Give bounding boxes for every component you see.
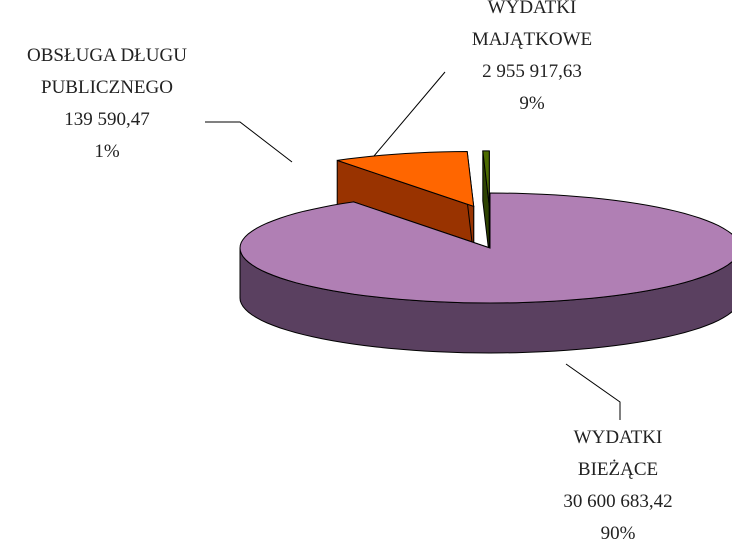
slice — [239, 192, 732, 304]
slice-name: WYDATKI MAJĄTKOWE — [471, 0, 593, 50]
slice-name: WYDATKI BIEŻĄCE — [573, 427, 663, 480]
slice-value: 2 955 917,63 — [482, 61, 582, 82]
slices — [239, 150, 732, 354]
slice-percent: 1% — [94, 141, 120, 162]
leader-line — [373, 71, 446, 157]
slice-value: 30 600 683,42 — [563, 491, 673, 512]
slice-label: OBSŁUGA DŁUGU PUBLICZNEGO 139 590,47 1% — [8, 40, 206, 168]
slice — [482, 150, 490, 206]
slice — [337, 150, 475, 208]
slice-label: WYDATKI MAJĄTKOWE 2 955 917,63 9% — [440, 0, 624, 120]
slice-name: OBSŁUGA DŁUGU PUBLICZNEGO — [27, 45, 187, 98]
leader-line — [205, 121, 293, 163]
slice-percent: 90% — [600, 523, 636, 544]
slice-label: WYDATKI BIEŻĄCE 30 600 683,42 90% — [520, 422, 716, 546]
leader-line — [565, 363, 621, 420]
slice-value: 139 590,47 — [64, 109, 150, 130]
slice-percent: 9% — [519, 93, 545, 114]
